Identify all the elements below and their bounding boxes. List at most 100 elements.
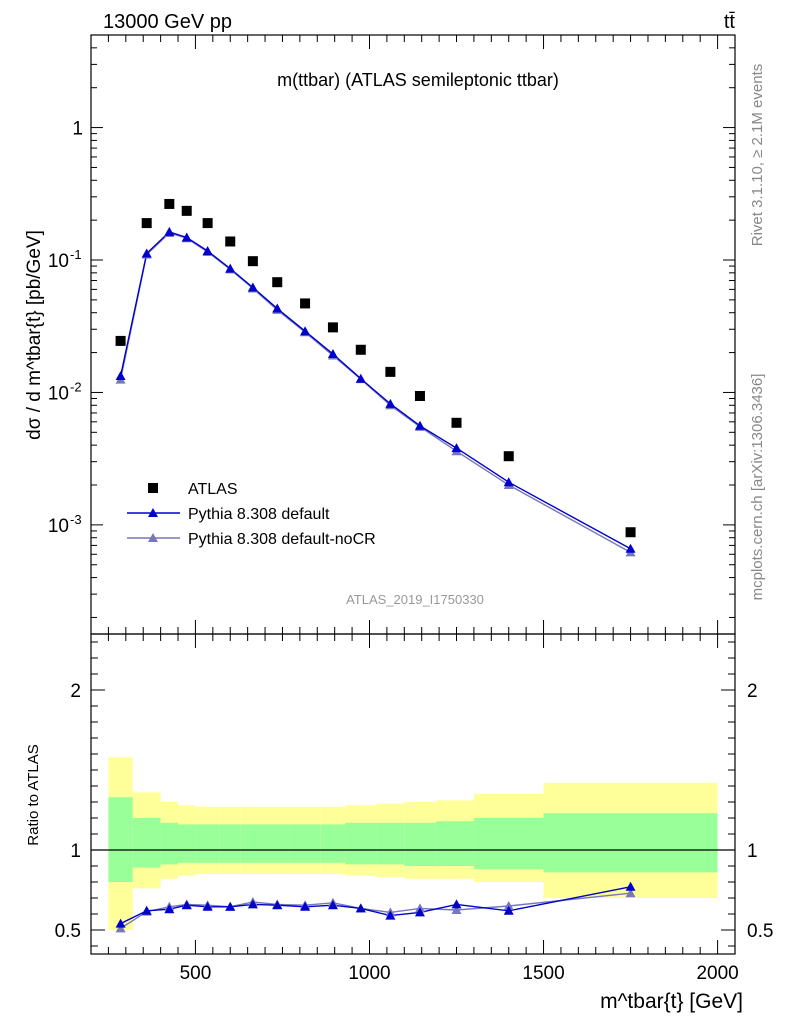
main-y-axis-label: dσ / d m^tbar{t} [pb/GeV] [24,230,45,440]
ratio-point [164,904,175,914]
data-point [181,205,192,216]
uncertainty-band-inner [178,824,196,863]
ratio-point [141,905,152,915]
x-tick-label: 500 [180,963,212,984]
uncertainty-band-inner [160,822,179,865]
uncertainty-band-inner [108,797,133,882]
ratio-point [503,901,514,910]
main-plot-area: 110-110-210-3 [48,34,736,634]
uncertainty-band-inner [195,824,220,863]
legend-label: Pythia 8.308 default [188,506,330,523]
ratio-y-tick-label: 1 [747,841,758,862]
ratio-y-tick-label: 2 [747,681,758,702]
ratio-point [414,907,425,917]
uncertainty-band-inner [289,824,321,863]
main-title: m(ttbar) (ATLAS semileptonic ttbar) [277,70,559,90]
mc-point [300,326,311,336]
uncertainty-band-inner [219,824,241,863]
main-y-tick-label: 10 [48,516,69,537]
ratio-point [300,901,311,911]
mc-point [247,282,258,292]
process-label: tt̄ [724,11,736,33]
ratio-y-tick-label: 2 [70,681,81,702]
data-point [451,417,462,428]
data-point [247,256,258,267]
main-y-tick-label: 1 [72,119,83,140]
energy-label: 13000 GeV pp [103,11,232,33]
x-axis-label: m^tbar{t} [GeV] [600,990,743,1013]
ratio-point [503,905,514,915]
uncertainty-band-inner [265,824,290,863]
ratio-series-line [120,886,631,925]
ratio-y-tick-label: 0.5 [747,921,773,942]
legend-marker [148,483,158,493]
uncertainty-band-inner [132,818,161,868]
ratio-plot-area: 500 1000 1500 2000 0.5 0.5 1 1 2 2 [55,634,773,984]
ratio-point [451,899,462,909]
ratio-panel: 500 1000 1500 2000 0.5 0.5 1 1 2 2 Ratio to ATLAS… [25,633,773,1013]
ratio-point [181,900,192,910]
uncertainty-band-inner [404,822,436,866]
ratio-series-line [120,892,631,929]
ratio-point [451,905,462,914]
legend-label: ATLAS [188,481,238,498]
uncertainty-band-inner [320,824,346,863]
data-point [414,391,425,402]
mcplots-label: mcplots.cern.ch [arXiv:1306.3436] [749,374,766,601]
data-point [272,277,283,288]
ratio-point [225,901,236,911]
series-line [119,231,631,550]
mc-point [164,226,175,236]
data-point [141,218,152,229]
legend-label: Pythia 8.308 default-noCR [188,531,376,548]
legend: ATLAS Pythia 8.308 default Pythia 8.308 de… [127,481,376,548]
analysis-id: ATLAS_2019_I1750330 [346,592,484,607]
ratio-point [327,900,338,910]
mc-point [272,303,283,313]
ratio-y-tick-label: 1 [70,841,81,862]
main-y-tick-exponent: -2 [70,379,82,394]
main-y-tick-exponent: -1 [70,247,82,262]
mc-point [225,263,236,273]
mc-point [141,248,152,258]
legend-marker [148,533,158,542]
main-y-tick-exponent: -3 [70,512,82,527]
uncertainty-band-inner [240,824,266,863]
mc-point [355,373,366,383]
ratio-frame [90,633,736,955]
data-point [202,218,213,229]
mc-point [414,420,425,430]
uncertainty-band-inner [473,818,544,870]
main-panel: 110-110-210-3 m(ttbar) (ATLAS semilepton… [24,34,736,635]
mc-point [115,371,126,381]
ratio-point [625,888,636,898]
x-tick-label: 1000 [348,963,390,984]
mc-point [385,398,396,408]
data-point [225,236,236,247]
mc-point [451,443,462,453]
uncertainty-band-inner [543,813,718,873]
data-point [503,451,514,462]
main-y-tick-label: 10 [48,383,69,404]
legend-marker [148,508,158,517]
rivet-version-label: Rivet 3.1.10, ≥ 2.1M events [749,64,766,247]
ratio-y-tick-label: 0.5 [55,921,81,942]
data-point [115,335,126,346]
ratio-point [272,900,283,910]
data-point [385,366,396,377]
uncertainty-band-inner [376,822,405,865]
data-point [327,322,338,333]
ratio-point [355,903,366,913]
mc-point [503,477,514,487]
ratio-point [115,923,126,933]
series-line [119,232,631,553]
data-point [300,298,311,309]
data-point [164,198,175,209]
mc-point [181,232,192,242]
data-point [355,344,366,355]
x-tick-label: 2000 [696,963,738,984]
uncertainty-band-inner [435,821,474,866]
mc-point [202,245,213,255]
main-y-tick-label: 10 [48,251,69,272]
